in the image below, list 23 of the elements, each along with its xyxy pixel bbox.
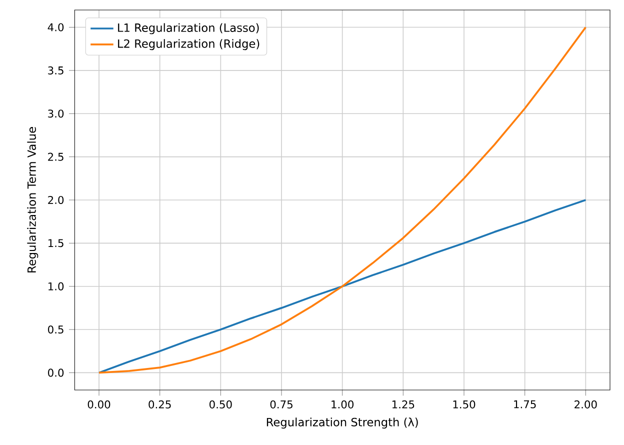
- x-tick-label: 0.50: [210, 400, 232, 408]
- x-tick-label: 1.50: [453, 400, 476, 408]
- y-tick-label: 4.0: [48, 23, 64, 32]
- y-tick-label: 0.5: [48, 325, 64, 334]
- line-series: [98, 199, 587, 374]
- legend-label: L1 Regularization (Lasso): [118, 23, 259, 34]
- y-tick-label: 2.5: [48, 152, 64, 161]
- y-tick-label: 0.0: [48, 368, 64, 377]
- x-tick-label: 1.00: [332, 400, 354, 408]
- y-axis-title: Regularization Term Value: [27, 127, 38, 272]
- x-tick-label: 2.00: [574, 400, 597, 408]
- x-tick-label: 0.75: [270, 400, 292, 408]
- y-tick-label: 2.0: [48, 196, 64, 204]
- x-tick-label: 1.25: [392, 400, 414, 408]
- legend-label: L2 Regularization (Ridge): [118, 39, 260, 50]
- x-axis-title: Regularization Strength (λ): [266, 418, 418, 429]
- y-tick-label: 3.0: [48, 110, 64, 118]
- x-tick-label: 0.25: [148, 400, 171, 408]
- y-tick-label: 3.5: [48, 66, 64, 74]
- y-tick-label: 1.5: [48, 239, 64, 248]
- x-tick-label: 1.75: [514, 400, 536, 408]
- y-tick-label: 1.0: [48, 282, 64, 290]
- x-tick-label: 0.00: [88, 400, 110, 408]
